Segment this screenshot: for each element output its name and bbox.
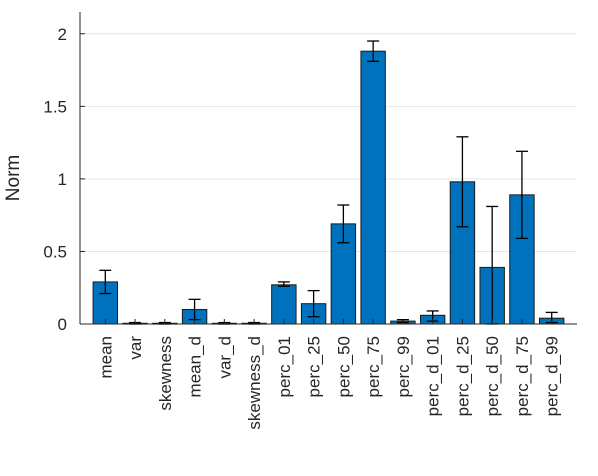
y-tick-label: 2: [58, 25, 67, 44]
x-tick-label: perc_75: [364, 336, 383, 397]
y-axis-label: Norm: [3, 155, 24, 201]
x-tick-label: perc_50: [334, 336, 353, 397]
error-bars: [99, 40, 558, 325]
bar: [360, 50, 386, 325]
y-tick-label: 1: [58, 170, 67, 189]
x-tick-label: mean: [96, 336, 115, 379]
x-tick-label: perc_25: [305, 336, 324, 397]
y-tick-label: 0.5: [43, 242, 67, 261]
x-tick-labels: mean var skewness mean_d var_d skewness_d perc…: [96, 319, 562, 430]
y-tick-label: 1.5: [43, 97, 67, 116]
grid-lines: [80, 33, 577, 252]
x-tick-label: skewness: [156, 336, 175, 411]
x-tick-label: perc_d_01: [424, 336, 443, 416]
y-tick-labels: 0 0.5 1 1.5 2: [43, 25, 85, 334]
x-tick-label: perc_d_50: [483, 336, 502, 416]
x-tick-label: skewness_d: [245, 336, 264, 430]
x-tick-label: perc_99: [394, 336, 413, 397]
x-tick-label: var_d: [215, 336, 234, 379]
bar: [509, 194, 535, 325]
bars: [92, 50, 565, 325]
axes: [79, 12, 577, 325]
x-tick-label: perc_d_99: [543, 336, 562, 416]
x-tick-label: var: [126, 336, 145, 360]
y-tick-label: 0: [58, 315, 67, 334]
x-tick-label: perc_d_25: [453, 336, 472, 416]
x-tick-label: perc_01: [275, 336, 294, 397]
bar: [271, 284, 297, 325]
x-tick-label: perc_d_75: [513, 336, 532, 416]
x-tick-label: mean_d: [186, 336, 205, 397]
